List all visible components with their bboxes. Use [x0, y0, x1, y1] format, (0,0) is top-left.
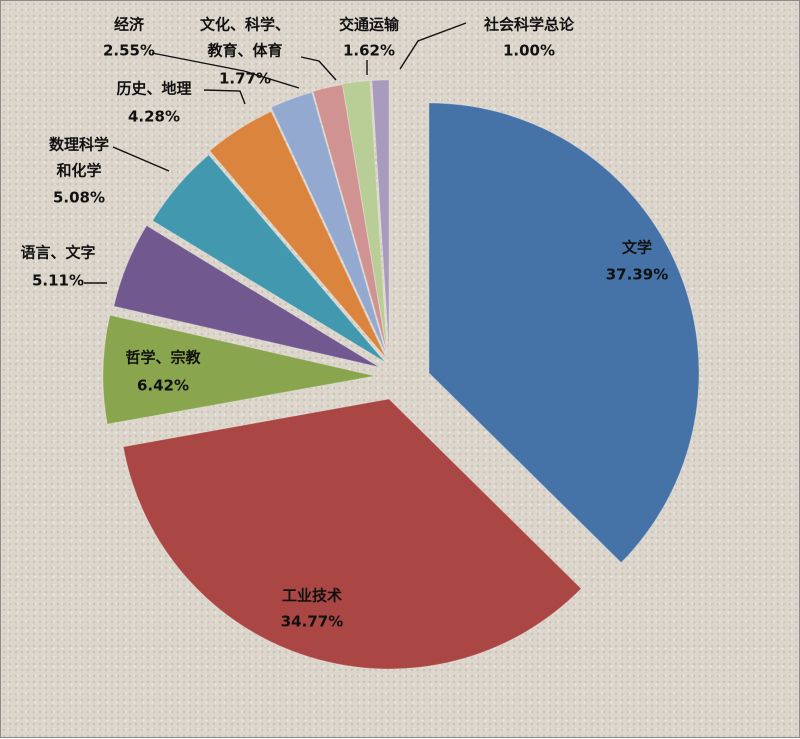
leader-line-4 [112, 146, 170, 172]
category-label-5: 历史、地理 [116, 80, 191, 98]
pie-slice-8 [341, 80, 388, 353]
category-label-8: 交通运输 [339, 16, 400, 34]
category-label-4: 数理科学 [49, 136, 109, 154]
data-label-2: 6.42% [137, 377, 189, 395]
pie-slice-0 [428, 102, 700, 564]
leader-line-7 [300, 56, 337, 81]
leader-line-6 [151, 52, 300, 89]
category-label-9: 社会科学总论 [483, 16, 575, 34]
category-label-4: 和化学 [56, 162, 101, 180]
category-label-3: 语言、文字 [20, 244, 95, 262]
category-label-0: 文学 [622, 239, 652, 257]
data-label-7: 1.77% [219, 70, 271, 88]
category-label-7: 文化、科学、 [200, 16, 290, 34]
pie-slice-1 [122, 398, 582, 670]
leader-line-9 [399, 22, 467, 70]
leader-line-5 [203, 89, 246, 105]
category-label-7: 教育、体育 [206, 42, 282, 60]
pie-slice-3 [113, 224, 380, 368]
data-label-5: 4.28% [128, 108, 180, 126]
category-label-1: 工业技术 [282, 587, 342, 605]
data-label-6: 2.55% [103, 42, 155, 60]
data-label-0: 37.39% [606, 266, 668, 284]
pie-slice-2 [102, 314, 376, 425]
pie-slice-4 [151, 154, 386, 363]
pie-slice-6 [270, 91, 387, 355]
pie-slice-7 [312, 84, 388, 354]
data-label-4: 5.08% [53, 189, 105, 207]
pie-slice-5 [209, 110, 387, 359]
data-label-8: 1.62% [343, 42, 395, 60]
data-label-9: 1.00% [503, 42, 555, 60]
pie-slice-9 [371, 79, 390, 353]
category-label-6: 经济 [114, 16, 145, 34]
data-label-1: 34.77% [281, 613, 343, 631]
category-label-2: 哲学、宗教 [125, 349, 201, 367]
data-label-3: 5.11% [32, 272, 84, 290]
